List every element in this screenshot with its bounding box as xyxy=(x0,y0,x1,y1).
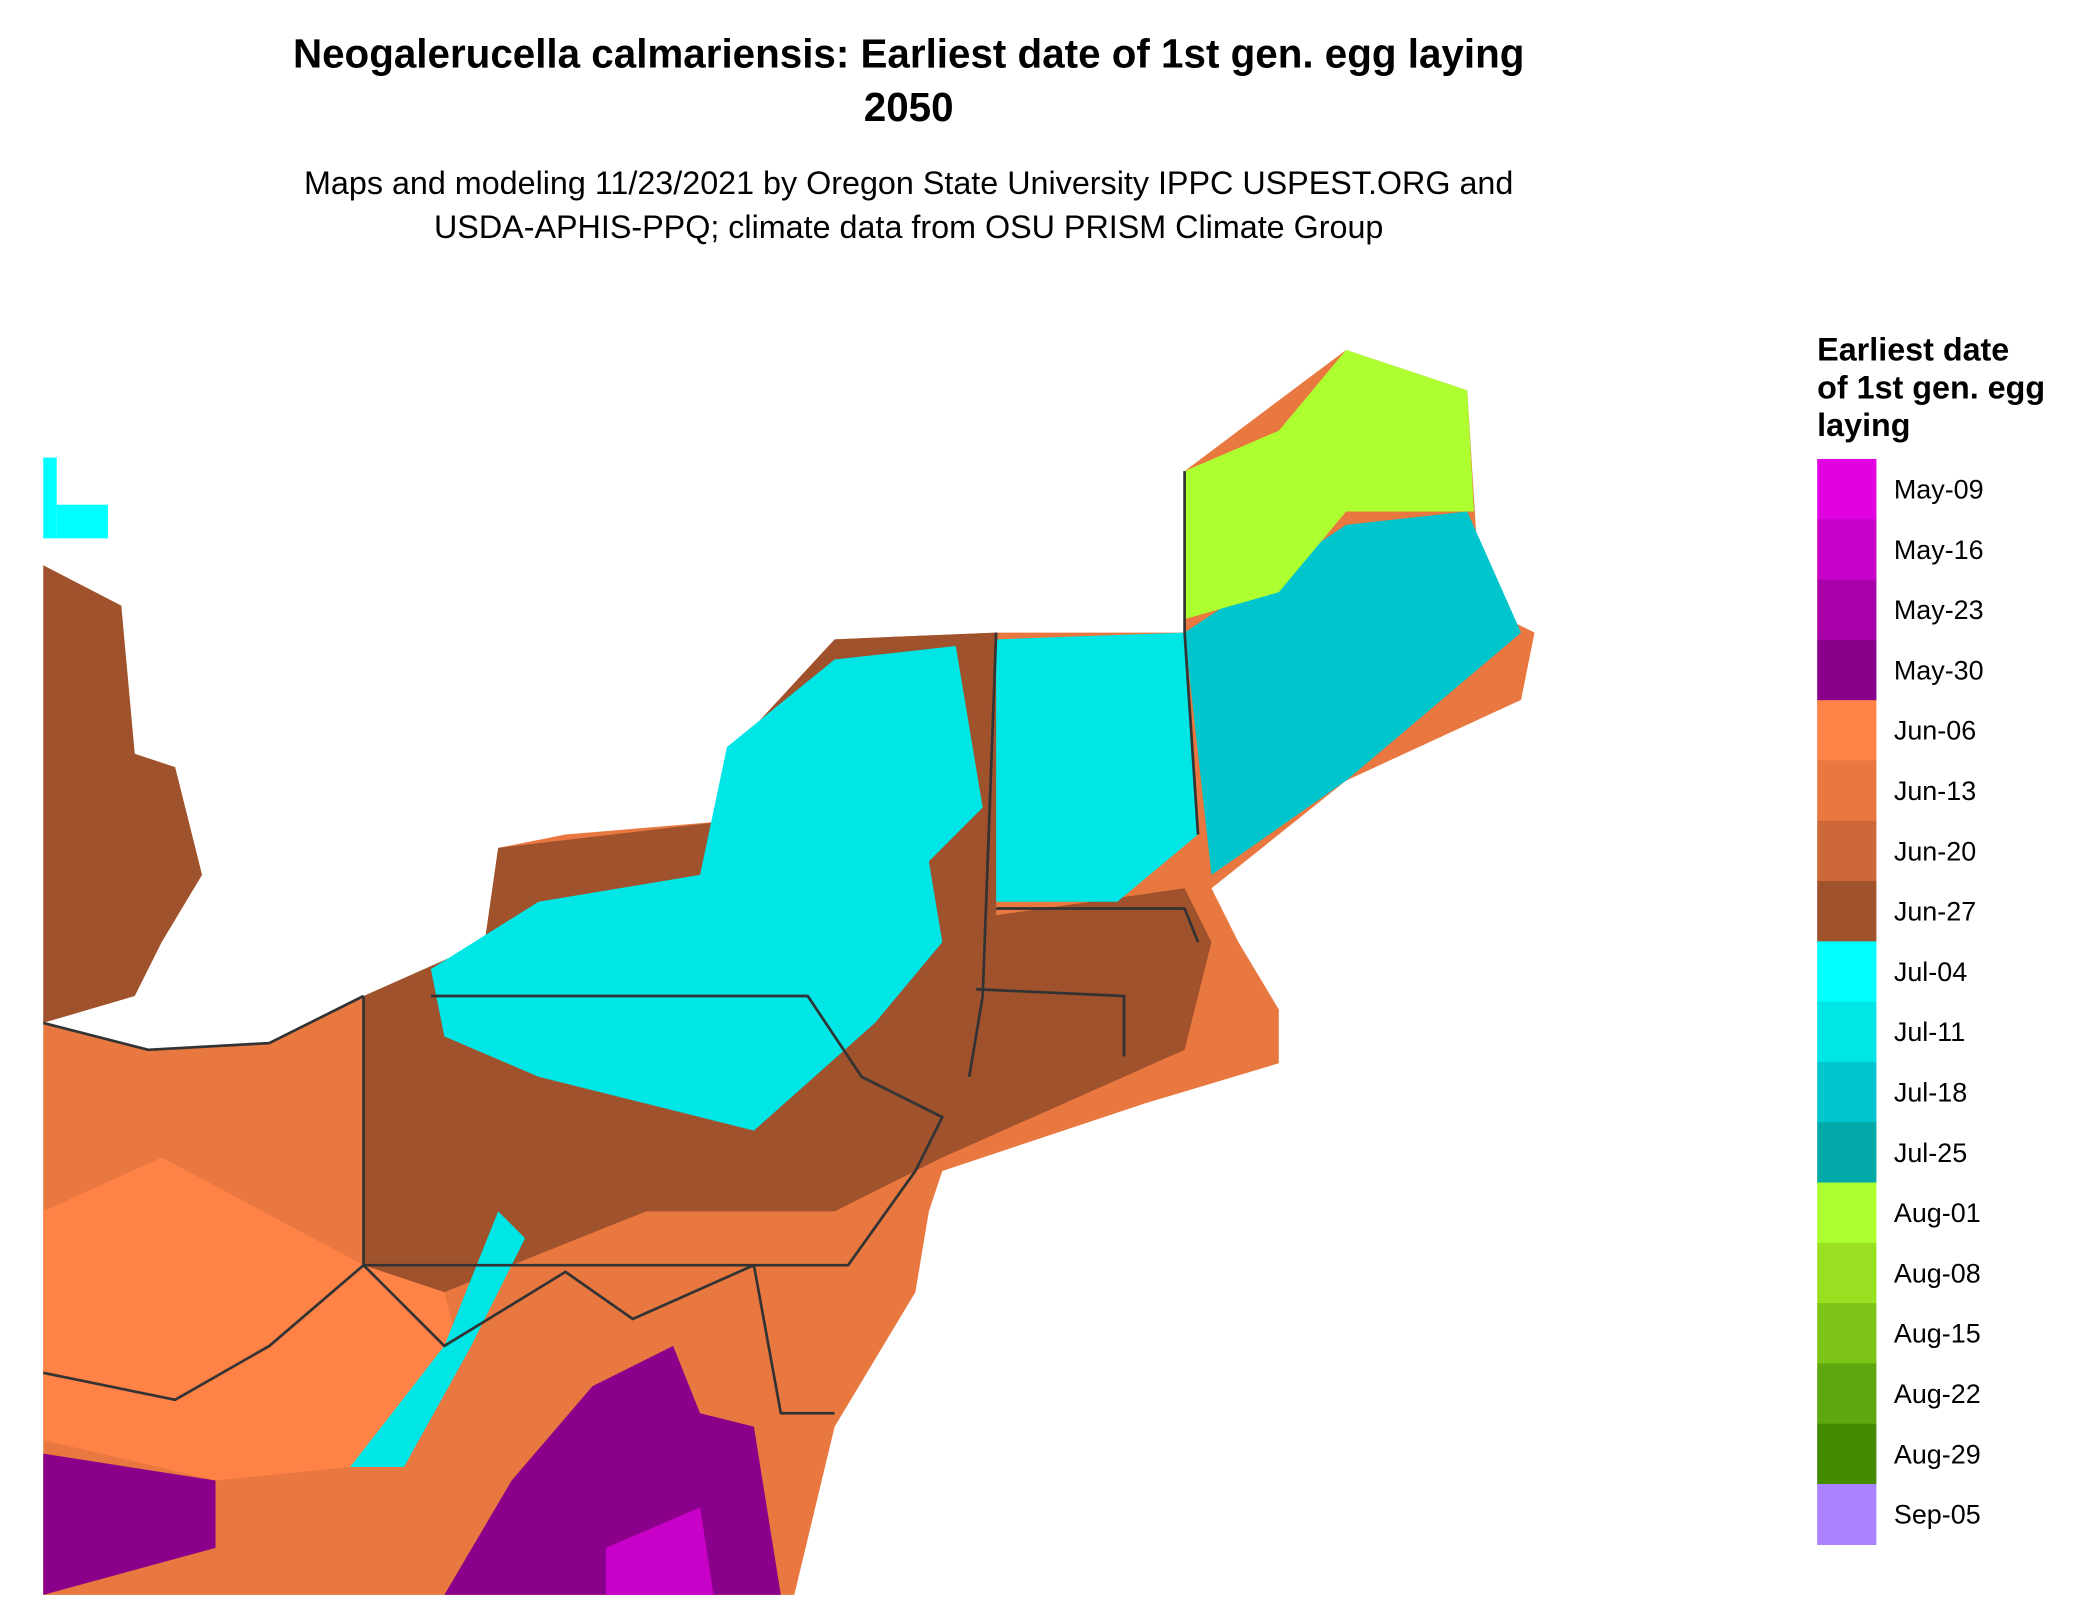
state-border xyxy=(967,632,998,1077)
legend-swatch xyxy=(1817,820,1877,882)
legend-swatch xyxy=(1817,760,1877,822)
region xyxy=(996,632,1199,902)
legend-label: Aug-22 xyxy=(1894,1379,1981,1409)
legend-label: Jun-13 xyxy=(1894,776,1976,806)
map xyxy=(42,349,1535,1595)
legend-swatch xyxy=(1817,1122,1877,1184)
legend-swatch xyxy=(1817,1001,1877,1063)
region xyxy=(605,1507,714,1595)
region xyxy=(43,1157,458,1481)
region xyxy=(1184,511,1522,875)
subtitle: USDA-APHIS-PPQ; climate data from OSU PR… xyxy=(434,209,1383,245)
legend-title: laying xyxy=(1817,407,1910,443)
subtitle: Maps and modeling 11/23/2021 by Oregon S… xyxy=(304,165,1513,201)
legend-label: May-23 xyxy=(1894,595,1984,625)
legend-label: Aug-15 xyxy=(1894,1319,1981,1349)
legend-swatch xyxy=(1817,1061,1877,1123)
state-border xyxy=(42,1263,835,1415)
region xyxy=(1184,349,1474,620)
legend-swatch xyxy=(1817,1242,1877,1304)
region xyxy=(350,1211,526,1468)
legend-label: Aug-29 xyxy=(1894,1439,1981,1469)
legend-label: Sep-05 xyxy=(1894,1500,1981,1530)
legend-swatch xyxy=(1817,1363,1877,1425)
legend-title: of 1st gen. egg xyxy=(1817,369,2045,405)
legend-label: Aug-01 xyxy=(1894,1198,1981,1228)
legend-label: Jun-06 xyxy=(1894,716,1976,746)
legend-swatch xyxy=(1817,519,1877,581)
state-border xyxy=(362,994,944,1267)
legend-label: May-30 xyxy=(1894,655,1984,685)
legend-swatch xyxy=(1817,941,1877,1003)
legend-swatch xyxy=(1817,1423,1877,1485)
region xyxy=(43,565,203,1023)
title: 2050 xyxy=(864,84,954,130)
state-border xyxy=(996,907,1200,943)
legend-swatch xyxy=(1817,881,1877,943)
state-border xyxy=(42,994,365,1052)
legend-title: Earliest date xyxy=(1817,332,2009,368)
legend-label: May-09 xyxy=(1894,475,1984,505)
region xyxy=(430,646,983,1131)
legend-label: Jul-11 xyxy=(1894,1017,1965,1047)
legend-label: Aug-08 xyxy=(1894,1258,1981,1288)
legend-swatch xyxy=(1817,579,1877,641)
legend-label: May-16 xyxy=(1894,535,1984,565)
title: Neogalerucella calmariensis: Earliest da… xyxy=(293,30,1524,76)
legend-swatch xyxy=(1817,1303,1877,1365)
legend-label: Jul-18 xyxy=(1894,1078,1967,1108)
legend-swatch xyxy=(1817,1182,1877,1244)
region xyxy=(43,457,57,539)
legend-label: Jun-20 xyxy=(1894,836,1976,866)
legend-swatch xyxy=(1817,1484,1877,1545)
region xyxy=(56,504,108,539)
legend-swatch xyxy=(1817,700,1877,762)
region xyxy=(43,1453,216,1595)
legend-swatch xyxy=(1817,639,1877,701)
legend-label: Jun-27 xyxy=(1894,897,1976,927)
legend-label: Jul-04 xyxy=(1894,957,1967,987)
legend-swatch xyxy=(1817,458,1877,520)
legend-label: Jul-25 xyxy=(1894,1138,1967,1168)
state-border xyxy=(975,987,1126,1057)
state-border xyxy=(1183,471,1200,835)
